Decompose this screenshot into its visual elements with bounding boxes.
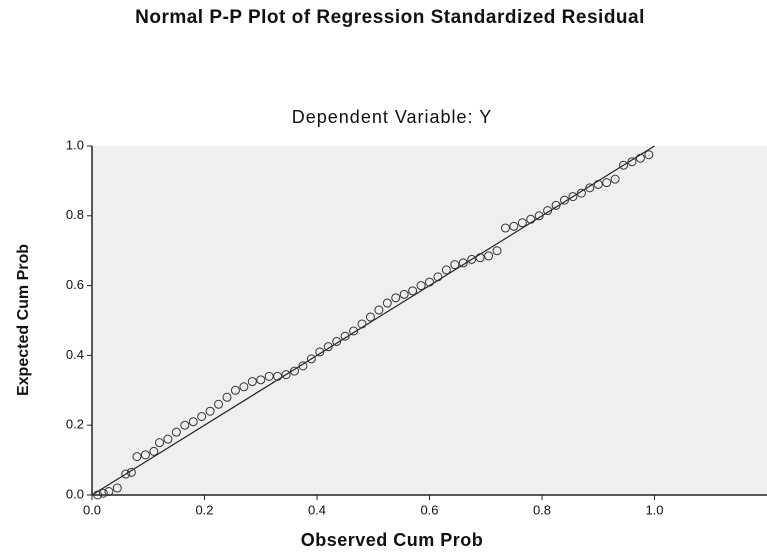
- point: [155, 438, 164, 448]
- point: [323, 342, 333, 352]
- point: [635, 153, 645, 163]
- point: [315, 347, 325, 357]
- point: [256, 375, 266, 385]
- point: [197, 411, 207, 421]
- point: [349, 326, 359, 336]
- x-tick-label: 0.8: [533, 502, 551, 517]
- point: [441, 265, 451, 275]
- point: [121, 469, 131, 479]
- point: [205, 406, 215, 416]
- y-tick-label: 0.0: [66, 486, 84, 501]
- point: [222, 392, 232, 402]
- point: [619, 160, 629, 170]
- chart-title: Normal P-P Plot of Regression Standardiz…: [135, 7, 645, 28]
- point: [585, 183, 595, 193]
- point: [247, 377, 257, 387]
- point: [112, 483, 122, 493]
- point: [492, 246, 502, 256]
- point: [126, 467, 136, 477]
- point: [475, 253, 485, 263]
- y-tick-label: 1.0: [66, 137, 84, 152]
- point: [132, 452, 142, 462]
- point: [340, 331, 350, 341]
- chart-subtitle: Dependent Variable: Y: [292, 107, 492, 127]
- point: [298, 361, 308, 371]
- y-tick-label: 0.6: [66, 277, 84, 292]
- point: [98, 488, 108, 498]
- point: [273, 371, 283, 381]
- point: [509, 221, 519, 231]
- point: [188, 417, 198, 427]
- point: [433, 272, 443, 282]
- point: [560, 195, 569, 205]
- point: [140, 450, 150, 460]
- y-tick-label: 0.8: [66, 207, 84, 222]
- point: [290, 366, 299, 376]
- point: [408, 286, 418, 296]
- point: [484, 251, 494, 261]
- point: [306, 354, 316, 364]
- point: [365, 312, 375, 322]
- y-tick-label: 0.2: [66, 417, 84, 432]
- x-tick-label: 0.4: [308, 502, 326, 517]
- point: [214, 399, 224, 409]
- x-tick-label: 0.2: [195, 502, 213, 517]
- point: [627, 157, 637, 167]
- point: [526, 214, 536, 224]
- point: [374, 305, 384, 315]
- point: [332, 336, 342, 346]
- point: [425, 277, 434, 287]
- point: [391, 293, 401, 303]
- point: [399, 289, 409, 299]
- point: [534, 211, 544, 221]
- point: [281, 370, 291, 380]
- point: [644, 150, 654, 160]
- point: [171, 427, 181, 437]
- point: [93, 490, 103, 500]
- point: [149, 446, 159, 456]
- point: [458, 258, 468, 268]
- point: [450, 260, 460, 270]
- point: [593, 179, 603, 189]
- point: [543, 206, 553, 216]
- point: [163, 434, 173, 444]
- x-tick-label: 1.0: [645, 502, 663, 517]
- point: [568, 192, 578, 202]
- y-tick-label: 0.4: [66, 347, 84, 362]
- point: [467, 254, 477, 264]
- point: [576, 188, 586, 198]
- y-axis-label: Expected Cum Prob: [15, 244, 32, 396]
- point: [500, 223, 510, 233]
- point: [551, 200, 561, 210]
- x-tick-label: 0.6: [420, 502, 438, 517]
- x-tick-label: 0.0: [83, 502, 101, 517]
- point: [602, 178, 612, 188]
- point: [382, 298, 392, 308]
- x-axis-label: Observed Cum Prob: [301, 530, 484, 550]
- point: [610, 174, 620, 184]
- point: [239, 382, 249, 392]
- point: [416, 281, 426, 291]
- point: [517, 218, 527, 228]
- point: [180, 420, 190, 430]
- point: [230, 385, 240, 395]
- plot-area: [92, 146, 767, 495]
- point: [357, 319, 367, 329]
- point: [104, 487, 114, 497]
